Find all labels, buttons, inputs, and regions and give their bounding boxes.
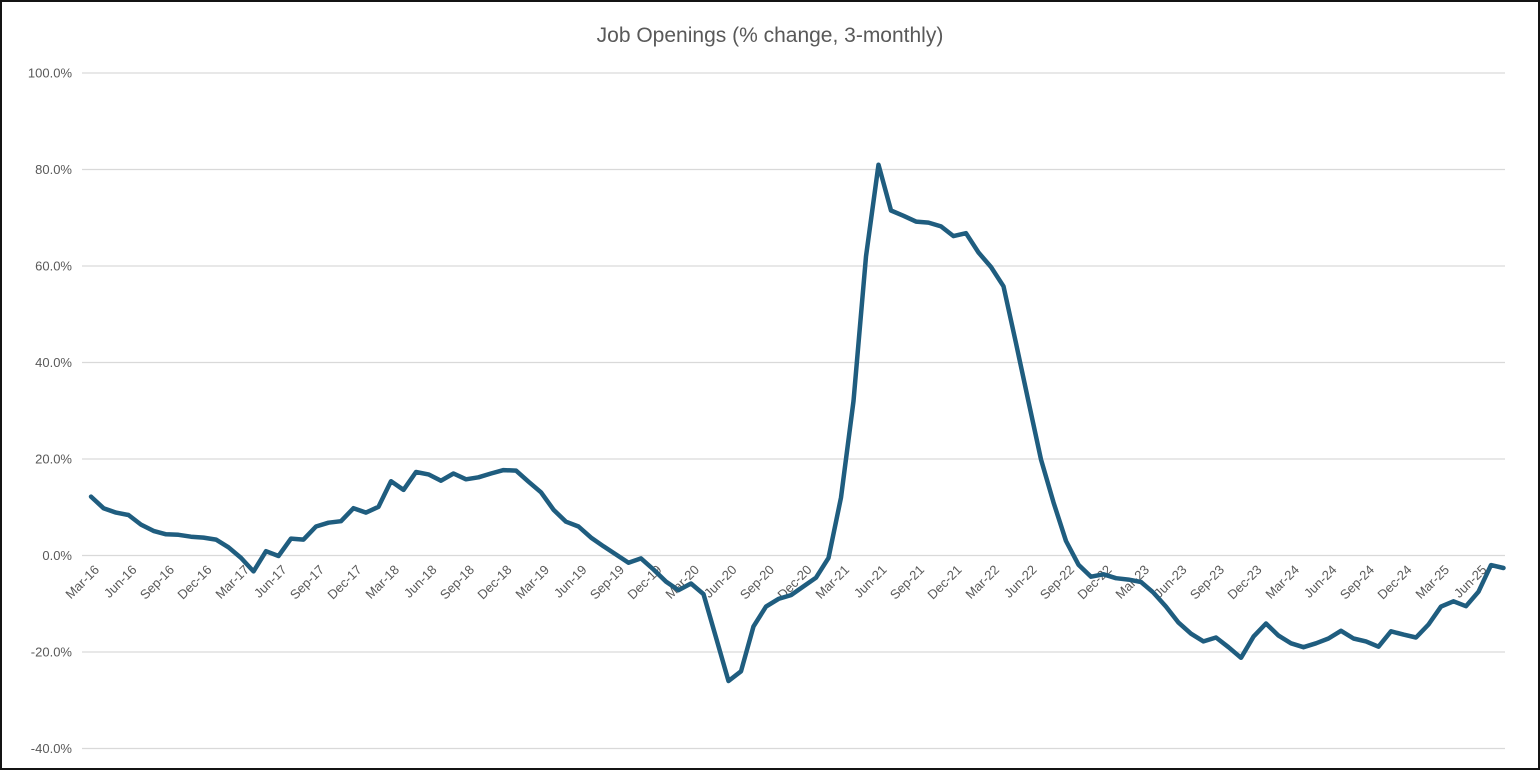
job-openings-series-line	[88, 162, 1506, 684]
y-axis-tick-label: 80.0%	[35, 162, 72, 177]
y-axis-tick-label: -20.0%	[31, 645, 73, 660]
y-axis-tick-label: 0.0%	[42, 548, 72, 563]
y-axis-tick-label: 60.0%	[35, 259, 72, 274]
y-axis-tick-label: 100.0%	[28, 66, 73, 81]
chart-title: Job Openings (% change, 3-monthly)	[597, 24, 944, 47]
y-axis-tick-label: -40.0%	[31, 741, 73, 756]
y-axis-tick-label: 40.0%	[35, 355, 72, 370]
gridlines	[82, 72, 1505, 750]
y-axis-tick-label: 20.0%	[35, 452, 72, 467]
y-axis-labels: 100.0% 80.0% 60.0% 40.0% 20.0% 0.0% -20.0% -40.…	[28, 66, 73, 757]
